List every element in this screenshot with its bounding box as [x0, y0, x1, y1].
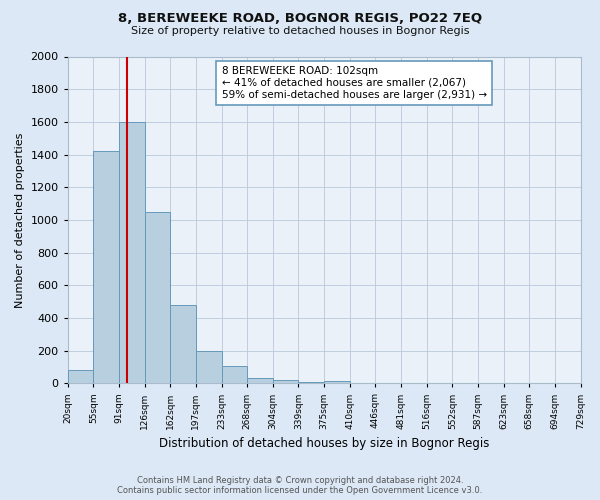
Bar: [170, 305, 196, 384]
Bar: [68, 370, 94, 384]
Bar: [119, 122, 145, 384]
Text: Contains HM Land Registry data © Crown copyright and database right 2024.
Contai: Contains HM Land Registry data © Crown c…: [118, 476, 482, 495]
Bar: [221, 366, 247, 384]
Bar: [298, 382, 324, 384]
Text: 8 BEREWEEKE ROAD: 102sqm
← 41% of detached houses are smaller (2,067)
59% of sem: 8 BEREWEEKE ROAD: 102sqm ← 41% of detach…: [221, 66, 487, 100]
X-axis label: Distribution of detached houses by size in Bognor Regis: Distribution of detached houses by size …: [159, 437, 489, 450]
Bar: [94, 152, 119, 384]
Text: Size of property relative to detached houses in Bognor Regis: Size of property relative to detached ho…: [131, 26, 469, 36]
Bar: [196, 350, 221, 384]
Y-axis label: Number of detached properties: Number of detached properties: [15, 132, 25, 308]
Bar: [273, 380, 298, 384]
Bar: [247, 378, 273, 384]
Bar: [324, 381, 350, 384]
Text: 8, BEREWEEKE ROAD, BOGNOR REGIS, PO22 7EQ: 8, BEREWEEKE ROAD, BOGNOR REGIS, PO22 7E…: [118, 12, 482, 26]
Bar: [145, 212, 170, 384]
